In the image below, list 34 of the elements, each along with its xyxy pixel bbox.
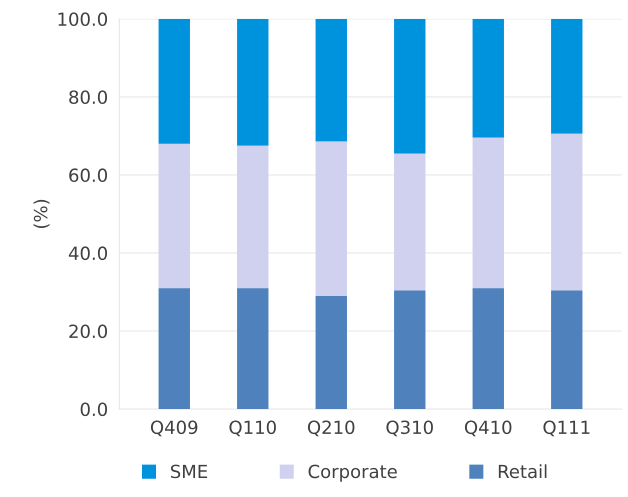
bar [158,18,190,144]
y-tick-label: 0.0 [80,402,108,416]
bar [472,137,504,288]
bar [394,153,426,290]
y-tick-label: 40.0 [68,246,108,260]
bar [158,144,190,288]
bar [316,141,347,296]
legend-label: Retail [498,464,546,478]
x-tick-label: Q310 [386,420,433,436]
bar [394,18,426,154]
x-tick-label: Q111 [543,420,590,436]
bar [551,290,582,410]
bar [394,290,426,410]
x-tick-label: Q409 [150,420,198,436]
y-axis-title: (%) [34,200,50,228]
legend-label: SME [170,464,208,478]
y-tick-label: 20.0 [69,324,108,338]
bar [316,18,347,142]
bar [551,134,582,290]
bar [158,288,190,410]
y-tick-label: 80.0 [69,90,108,104]
y-tick-label: 100.0 [58,12,108,26]
y-tick-label: 60.0 [69,168,108,182]
bar [472,18,504,138]
bar [237,18,268,146]
x-tick-label: Q110 [229,420,276,436]
bar [237,146,268,288]
bar [237,288,268,410]
legend-label: Corporate [308,464,397,482]
x-tick-label: Q210 [308,420,354,436]
bar [316,296,347,410]
bar [472,288,504,410]
x-tick-label: Q410 [464,420,512,436]
bar [551,18,582,134]
